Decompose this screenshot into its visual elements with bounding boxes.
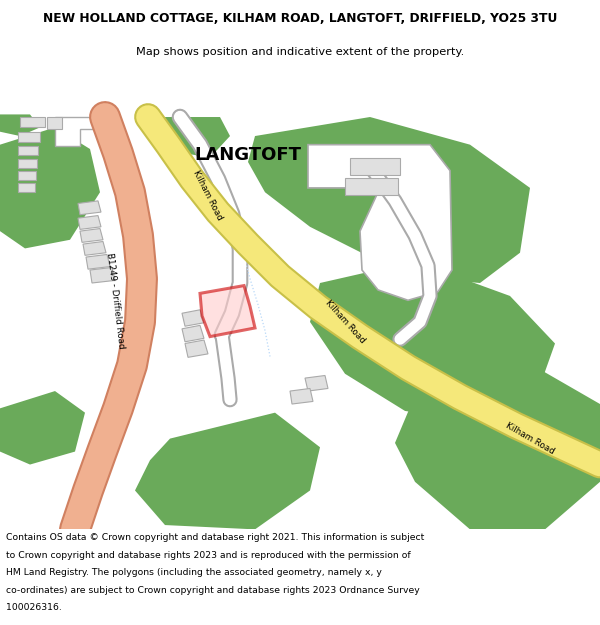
Polygon shape: [83, 241, 106, 256]
Polygon shape: [308, 144, 452, 300]
Text: B1249 - Driffield Road: B1249 - Driffield Road: [104, 252, 125, 349]
Polygon shape: [305, 376, 328, 391]
Polygon shape: [0, 391, 85, 464]
Polygon shape: [55, 117, 100, 146]
Text: Kilham Road: Kilham Road: [191, 168, 224, 221]
Polygon shape: [135, 412, 320, 529]
Text: LANGTOFT: LANGTOFT: [194, 146, 302, 164]
Text: Map shows position and indicative extent of the property.: Map shows position and indicative extent…: [136, 47, 464, 57]
Polygon shape: [86, 254, 110, 269]
Polygon shape: [0, 114, 40, 136]
Polygon shape: [78, 201, 101, 215]
Polygon shape: [395, 369, 600, 529]
Polygon shape: [182, 326, 204, 342]
Text: HM Land Registry. The polygons (including the associated geometry, namely x, y: HM Land Registry. The polygons (includin…: [6, 568, 382, 578]
Polygon shape: [350, 158, 400, 175]
Polygon shape: [18, 182, 35, 192]
Text: 100026316.: 100026316.: [6, 603, 62, 612]
Polygon shape: [18, 132, 40, 142]
Text: Contains OS data © Crown copyright and database right 2021. This information is : Contains OS data © Crown copyright and d…: [6, 533, 424, 542]
Polygon shape: [0, 127, 100, 248]
Polygon shape: [182, 310, 204, 326]
Polygon shape: [310, 261, 555, 421]
Polygon shape: [20, 117, 45, 128]
Polygon shape: [78, 216, 101, 229]
Text: Kilham Road: Kilham Road: [504, 421, 556, 456]
Polygon shape: [155, 117, 230, 158]
Text: NEW HOLLAND COTTAGE, KILHAM ROAD, LANGTOFT, DRIFFIELD, YO25 3TU: NEW HOLLAND COTTAGE, KILHAM ROAD, LANGTO…: [43, 12, 557, 25]
Polygon shape: [18, 146, 38, 155]
Polygon shape: [90, 268, 115, 283]
Polygon shape: [18, 159, 37, 168]
Polygon shape: [248, 117, 530, 283]
Text: Kilham Road: Kilham Road: [323, 299, 367, 345]
Polygon shape: [80, 229, 103, 242]
Polygon shape: [345, 177, 398, 195]
Text: co-ordinates) are subject to Crown copyright and database rights 2023 Ordnance S: co-ordinates) are subject to Crown copyr…: [6, 586, 420, 595]
Polygon shape: [18, 171, 36, 180]
Text: to Crown copyright and database rights 2023 and is reproduced with the permissio: to Crown copyright and database rights 2…: [6, 551, 410, 559]
Polygon shape: [290, 389, 313, 404]
Polygon shape: [200, 286, 255, 337]
Polygon shape: [47, 117, 62, 129]
Polygon shape: [185, 340, 208, 357]
